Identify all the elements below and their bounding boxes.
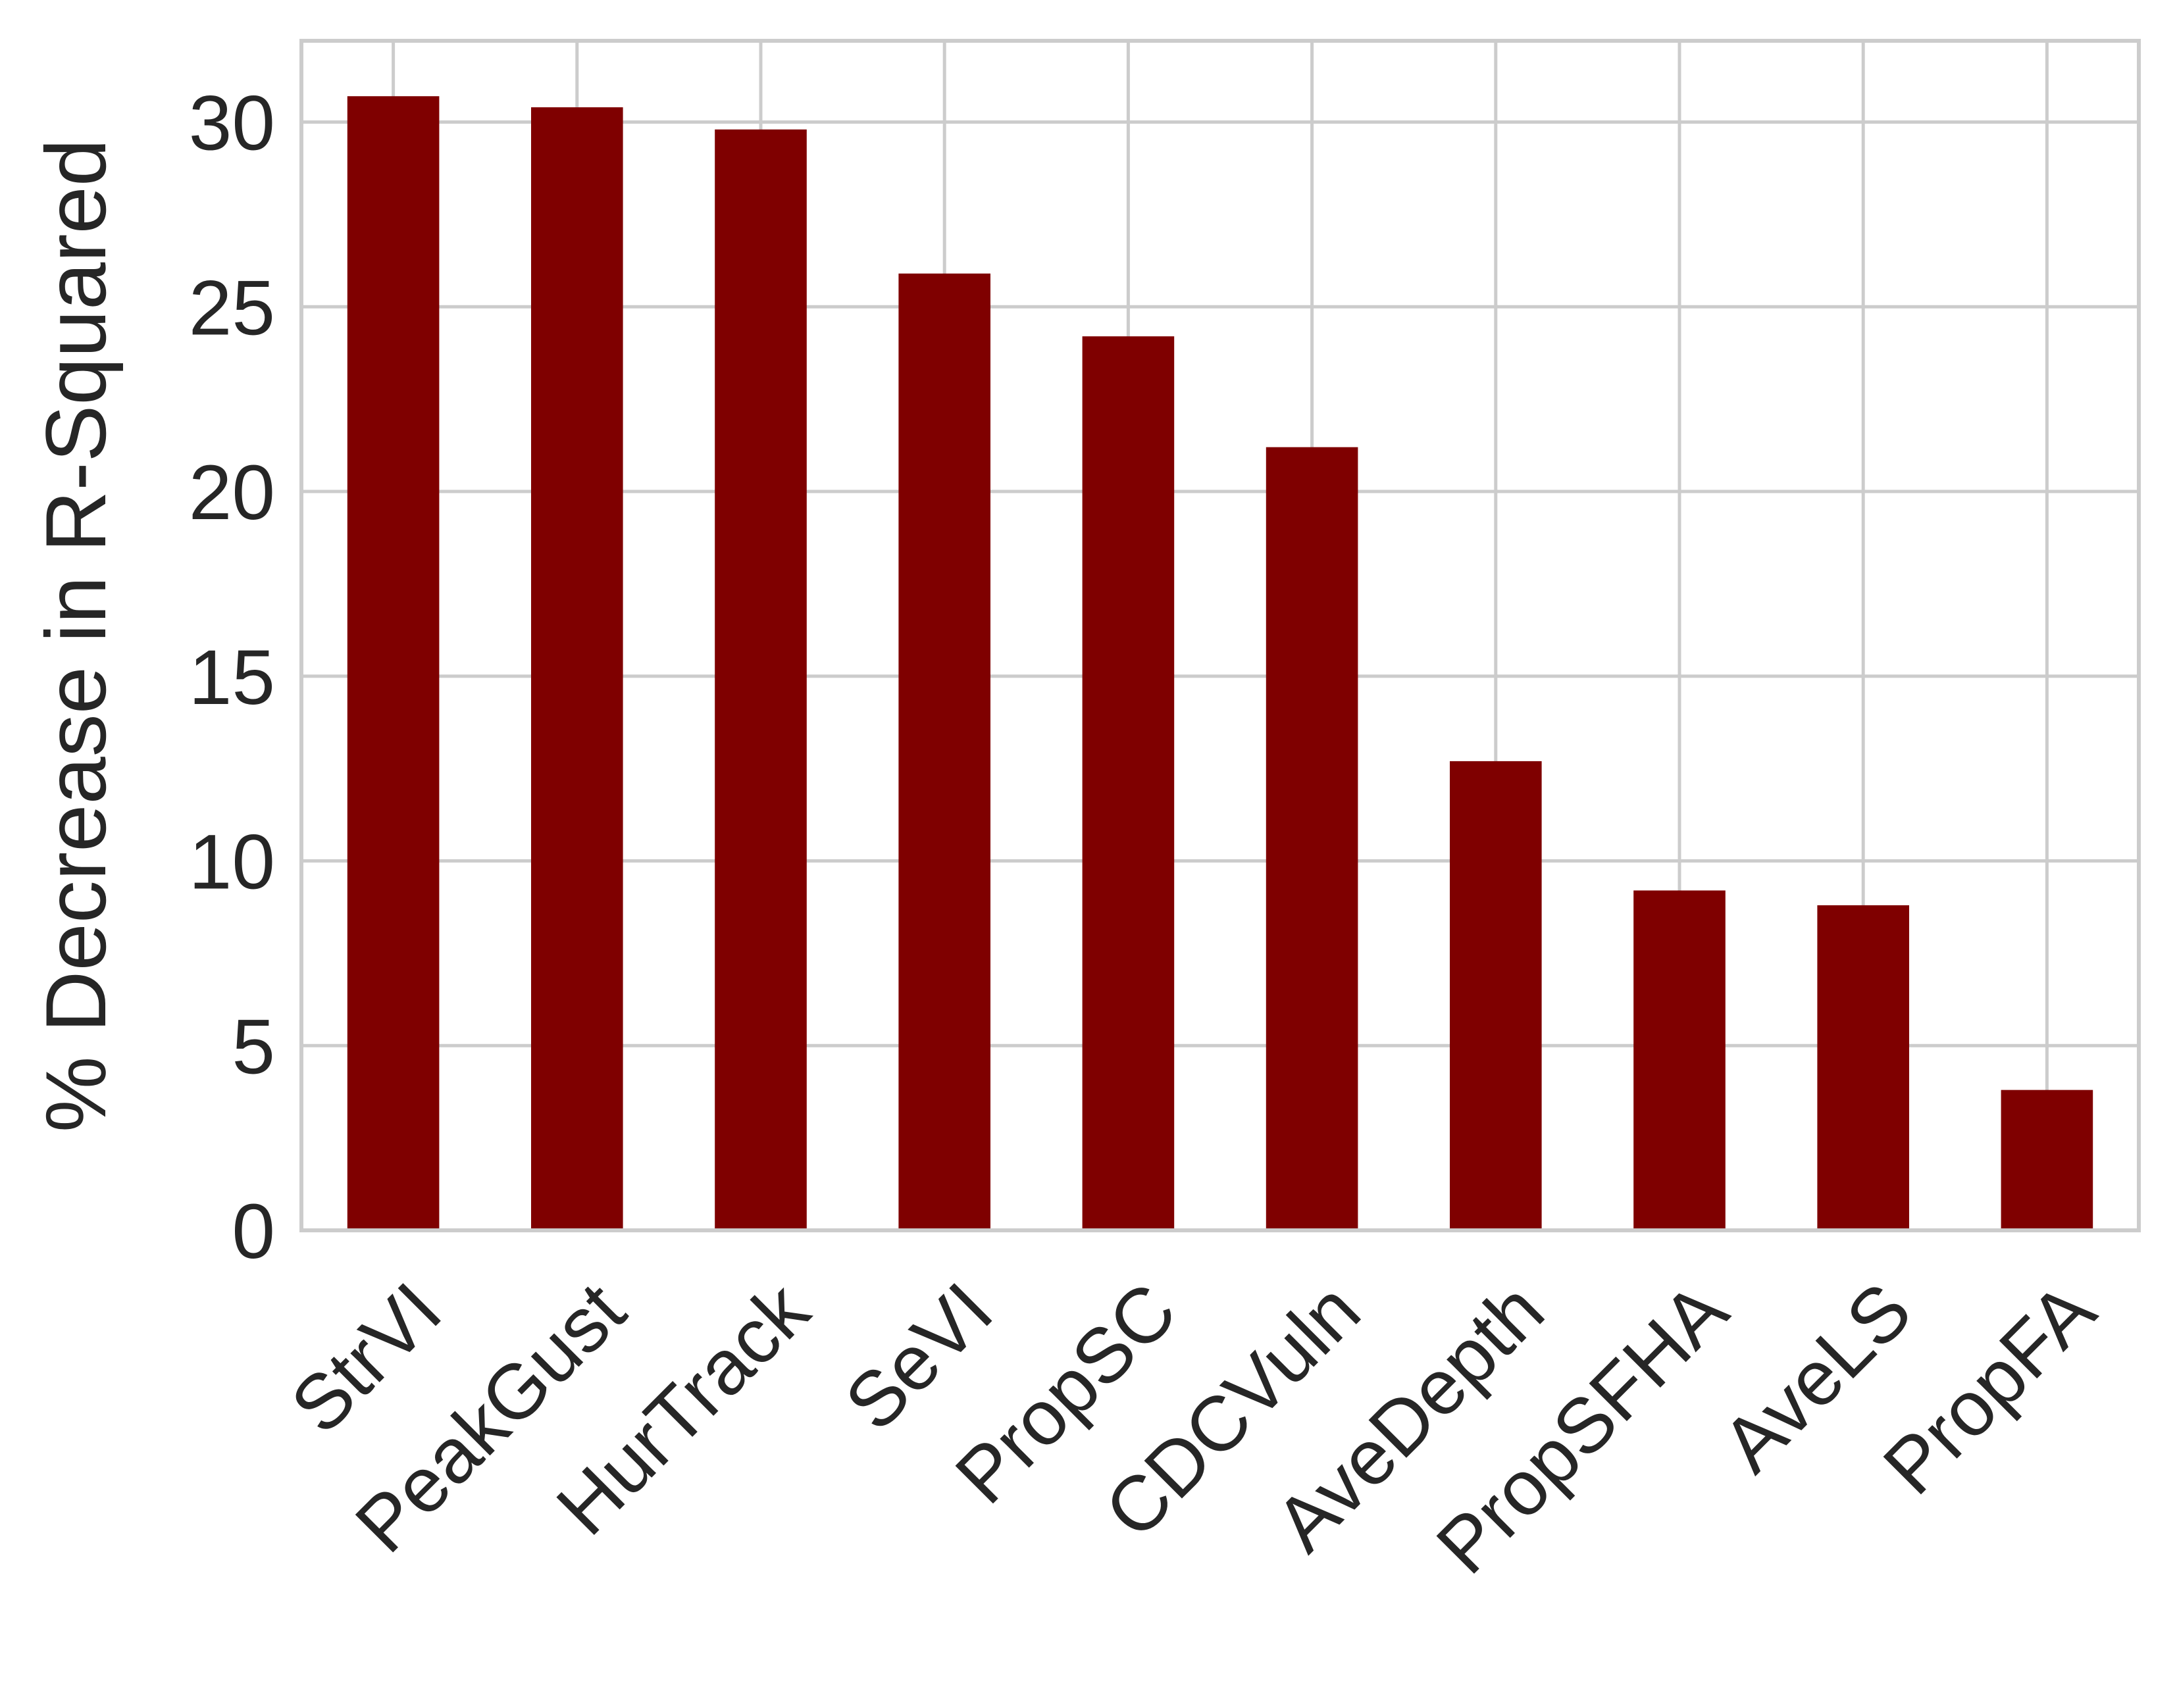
plot-frame bbox=[299, 39, 2141, 1232]
bar-avels bbox=[1817, 905, 1909, 1230]
y-axis-label: % Decrease in R-Squared bbox=[28, 139, 124, 1132]
bar-sevi bbox=[898, 273, 990, 1230]
bar-propsfha bbox=[1633, 890, 1726, 1230]
y-tick-label: 25 bbox=[189, 264, 275, 351]
y-tick-labels: 0 5 10 15 20 25 30 bbox=[189, 80, 275, 1275]
bar-propfa bbox=[2001, 1090, 2093, 1230]
y-tick-label: 5 bbox=[232, 1003, 275, 1090]
y-tick-label: 10 bbox=[189, 819, 275, 906]
bar-strvi bbox=[347, 96, 440, 1230]
bar-hurtrack bbox=[715, 129, 807, 1230]
bar-peakgust bbox=[531, 107, 623, 1230]
bar-cdcvuln bbox=[1266, 447, 1358, 1230]
bar-avedepth bbox=[1450, 761, 1542, 1230]
bar-propsc bbox=[1082, 336, 1175, 1231]
bars bbox=[347, 96, 2093, 1231]
y-tick-label: 20 bbox=[189, 449, 275, 536]
y-tick-label: 0 bbox=[232, 1188, 275, 1275]
x-tick-label: PropFA bbox=[1867, 1267, 2112, 1511]
y-tick-label: 15 bbox=[189, 634, 275, 721]
y-tick-label: 30 bbox=[189, 80, 275, 167]
